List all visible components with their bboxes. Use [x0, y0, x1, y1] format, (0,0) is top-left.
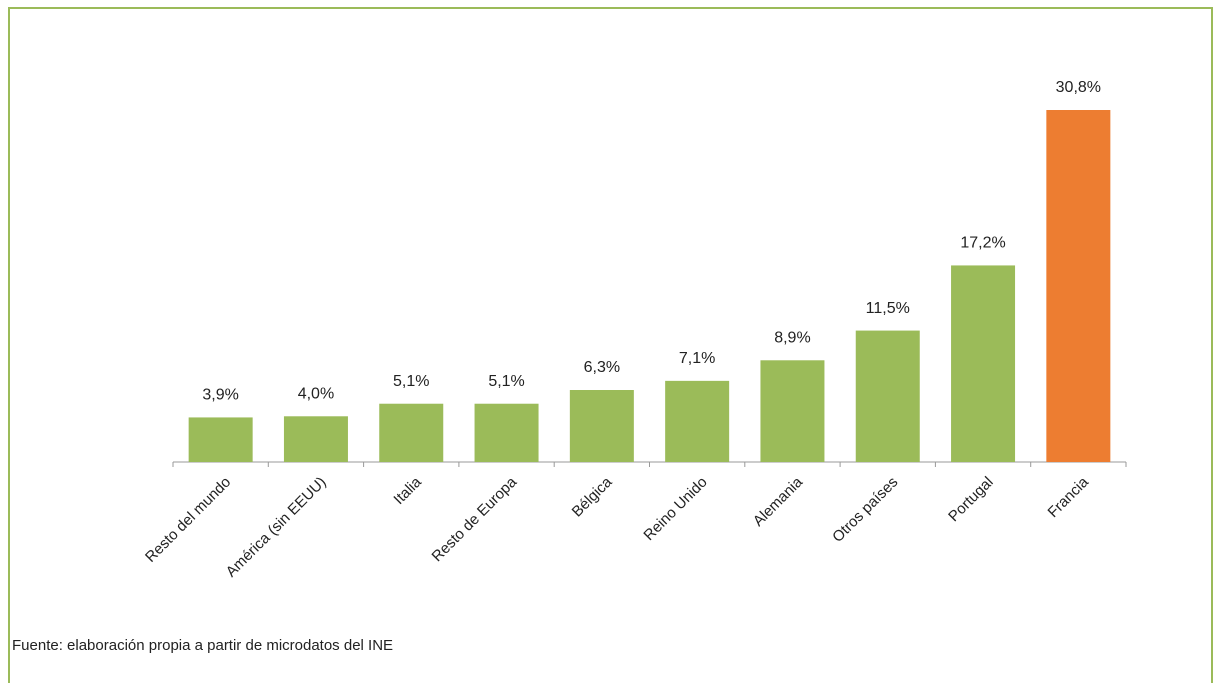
x-tick-label: Reino Unido — [640, 474, 710, 544]
bar — [1046, 110, 1111, 462]
data-label: 8,9% — [774, 330, 810, 347]
x-tick-label: Italia — [390, 473, 425, 508]
x-tick-label: Alemania — [750, 473, 807, 530]
x-tick-label: Resto de Europa — [429, 473, 521, 565]
frame — [8, 7, 1213, 683]
x-tick-label: Portugal — [945, 474, 997, 526]
x-tick-label: Francia — [1045, 473, 1093, 521]
x-tick-label: Otros países — [829, 474, 901, 546]
bar — [283, 416, 348, 462]
data-label: 11,5% — [866, 300, 910, 317]
x-tick-label: Resto del mundo — [142, 474, 234, 566]
data-label: 7,1% — [679, 350, 715, 367]
bar — [569, 390, 634, 462]
bar — [474, 403, 539, 462]
data-label: 5,1% — [393, 373, 429, 390]
x-tick-label: América (sin EEUU) — [223, 474, 330, 581]
data-label: 17,2% — [960, 235, 1005, 252]
x-tick-label: Bélgica — [569, 473, 616, 520]
bar — [951, 265, 1016, 462]
bar — [760, 360, 825, 462]
bar — [855, 330, 920, 462]
bar — [379, 403, 444, 462]
data-label: 30,8% — [1056, 79, 1101, 96]
bar — [665, 380, 730, 462]
data-label: 5,1% — [488, 373, 524, 390]
data-label: 3,9% — [202, 387, 238, 404]
data-label: 4,0% — [298, 386, 334, 403]
bar — [188, 417, 253, 462]
data-label: 6,3% — [584, 359, 620, 376]
source-note: Fuente: elaboración propia a partir de m… — [12, 637, 393, 654]
